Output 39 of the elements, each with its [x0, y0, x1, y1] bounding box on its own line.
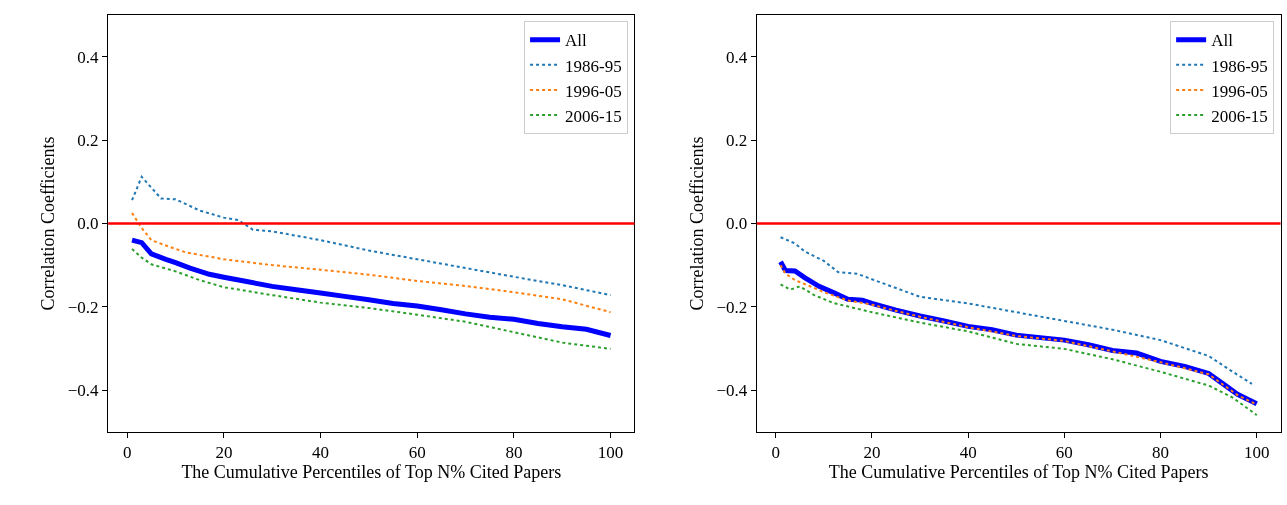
- y-axis-title: Correlation Coefficients: [37, 136, 58, 311]
- legend-label: 2006-15: [565, 106, 622, 126]
- x-tick-label: 100: [1244, 443, 1270, 463]
- y-tick-label: −0.2: [716, 297, 748, 317]
- legend-label: All: [565, 31, 588, 51]
- line-series: [779, 236, 1253, 385]
- y-tick-label: −0.2: [67, 297, 99, 317]
- y-tick-label: 0.0: [77, 214, 99, 234]
- x-tick-label: 100: [597, 443, 624, 463]
- x-axis-title: The Cumulative Percentiles of Top N% Cited Papers: [828, 462, 1209, 483]
- y-tick-label: 0.2: [77, 131, 99, 151]
- legend-label: All: [1211, 31, 1234, 51]
- x-tick-label: 40: [312, 443, 330, 463]
- legend-label: 1986-95: [1211, 56, 1268, 76]
- y-axis-title: Correlation Coefficients: [686, 136, 707, 311]
- x-axis-title: The Cumulative Percentiles of Top N% Cited Papers: [181, 462, 562, 483]
- x-tick-label: 40: [959, 443, 977, 463]
- line-series: [131, 212, 612, 314]
- x-tick-label: 20: [863, 443, 881, 463]
- y-tick-label: −0.4: [716, 381, 748, 401]
- x-tick-label: 20: [215, 443, 233, 463]
- legend-label: 1986-95: [565, 56, 622, 76]
- x-tick-label: 60: [408, 443, 426, 463]
- x-tick-label: 60: [1055, 443, 1073, 463]
- y-tick-label: 0.4: [77, 47, 100, 67]
- legend-label: 2006-15: [1211, 106, 1268, 126]
- legend-label: 1996-05: [1211, 81, 1268, 101]
- y-tick-label: 0.0: [726, 214, 748, 234]
- y-tick-label: 0.2: [726, 131, 748, 151]
- x-tick-label: 80: [1152, 443, 1170, 463]
- line-series: [131, 175, 612, 297]
- x-tick-label: 0: [122, 443, 132, 463]
- y-tick-label: −0.4: [67, 381, 100, 401]
- line-series: [779, 283, 1258, 417]
- legend-label: 1996-05: [565, 81, 622, 101]
- line-series: [131, 247, 612, 350]
- x-tick-label: 80: [505, 443, 523, 463]
- x-tick-label: 0: [771, 443, 781, 463]
- y-tick-label: 0.4: [726, 47, 748, 67]
